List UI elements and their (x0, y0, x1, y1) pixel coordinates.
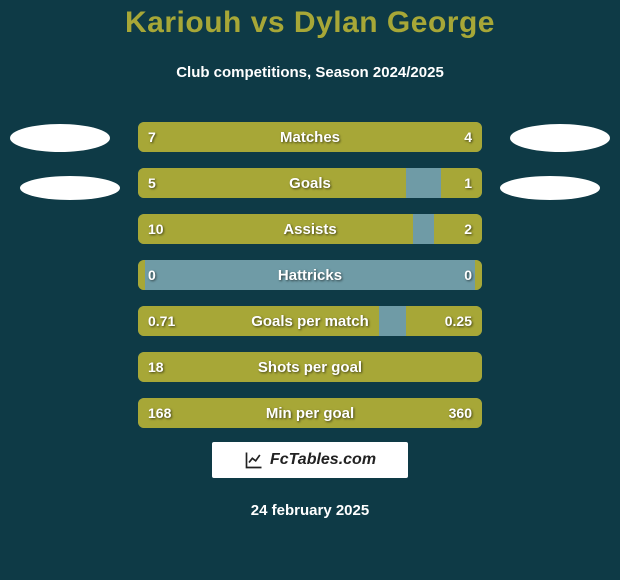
stat-value-left: 10 (138, 214, 174, 244)
date-text: 24 february 2025 (0, 502, 620, 519)
stat-row: 18Shots per goal (138, 352, 482, 382)
stat-value-right: 2 (454, 214, 482, 244)
bar-fill-left (138, 122, 357, 152)
stat-value-right: 0.25 (435, 306, 482, 336)
bar-fill-left (138, 214, 413, 244)
stat-value-left: 18 (138, 352, 174, 382)
stat-value-left: 5 (138, 168, 166, 198)
stat-row: 74Matches (138, 122, 482, 152)
stat-value-right: 0 (454, 260, 482, 290)
bar-fill-left (138, 168, 406, 198)
title-vs: vs (242, 6, 294, 39)
bar-fill-left (138, 352, 482, 382)
stat-row: 0.710.25Goals per match (138, 306, 482, 336)
club-badge-left-1 (10, 124, 110, 152)
comparison-card: Kariouh vs Dylan George Club competition… (0, 0, 620, 580)
player-right-name: Dylan George (294, 6, 495, 39)
bar-track (138, 260, 482, 290)
club-badge-right-1 (510, 124, 610, 152)
stat-row: 168360Min per goal (138, 398, 482, 428)
player-left-name: Kariouh (125, 6, 242, 39)
stat-value-left: 7 (138, 122, 166, 152)
stat-value-left: 0 (138, 260, 166, 290)
subtitle: Club competitions, Season 2024/2025 (0, 64, 620, 81)
club-badge-right-2 (500, 176, 600, 200)
stat-row: 102Assists (138, 214, 482, 244)
stat-value-left: 0.71 (138, 306, 185, 336)
stat-value-right: 4 (454, 122, 482, 152)
stat-row: 00Hattricks (138, 260, 482, 290)
stat-value-right: 1 (454, 168, 482, 198)
stat-value-right (462, 352, 482, 382)
stat-value-right: 360 (439, 398, 482, 428)
club-badge-left-2 (20, 176, 120, 200)
stat-value-left: 168 (138, 398, 181, 428)
stat-bars: 74Matches51Goals102Assists00Hattricks0.7… (138, 122, 482, 444)
stat-row: 51Goals (138, 168, 482, 198)
chart-icon (244, 450, 264, 470)
page-title: Kariouh vs Dylan George (0, 6, 620, 40)
brand-badge[interactable]: FcTables.com (210, 440, 410, 480)
brand-text: FcTables.com (270, 451, 376, 469)
